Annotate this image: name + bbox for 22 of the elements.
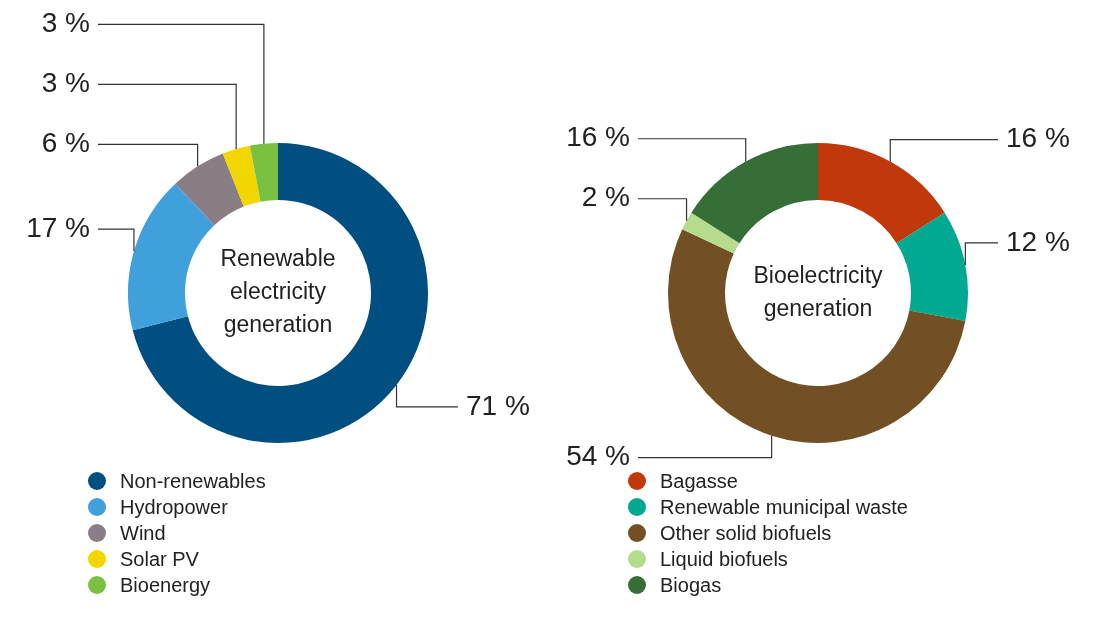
legend-label: Non-renewables xyxy=(120,469,266,494)
data-label: 16 % xyxy=(566,121,630,153)
legend-label: Solar PV xyxy=(120,547,199,572)
legend-label: Liquid biofuels xyxy=(660,547,788,572)
legend-label: Bagasse xyxy=(660,469,738,494)
data-label: 16 % xyxy=(1006,122,1070,154)
legend-label: Wind xyxy=(120,521,166,546)
data-label: 71 % xyxy=(466,389,530,421)
data-label: 6 % xyxy=(41,127,90,159)
data-label: 54 % xyxy=(566,440,630,472)
data-label: 3 % xyxy=(41,67,90,99)
legend-label: Biogas xyxy=(660,573,722,598)
data-label: 3 % xyxy=(41,7,90,39)
legend-label: Renewable municipal waste xyxy=(660,495,908,520)
legend-label: Other solid biofuels xyxy=(660,521,832,546)
legend-label: Hydropower xyxy=(120,495,228,520)
data-label: 12 % xyxy=(1006,225,1070,257)
data-label: 17 % xyxy=(26,211,90,243)
text: Renewable electricity generation xyxy=(220,245,336,338)
text: Bioelectricity generation xyxy=(753,261,884,321)
legend-label: Bioenergy xyxy=(120,573,211,598)
data-label: 2 % xyxy=(581,181,630,213)
